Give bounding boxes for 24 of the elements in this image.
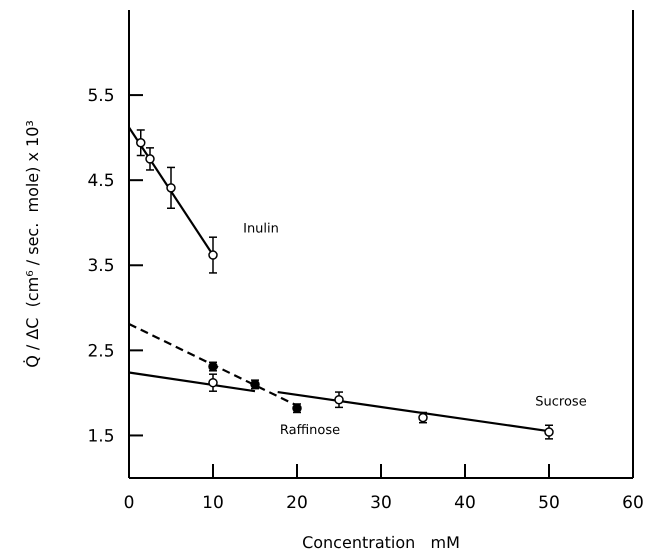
y-axis-title: Q̇ / ΔC (cm⁶ / sec. mole) x 10³: [23, 120, 42, 368]
point: [208, 378, 218, 388]
point: [334, 394, 344, 404]
point: [145, 154, 155, 164]
x-tick-label: 30: [370, 493, 392, 513]
point: [208, 250, 218, 260]
x-tick-label: 40: [454, 493, 476, 513]
point: [136, 138, 146, 148]
y-tick-label: 3.5: [87, 256, 115, 276]
x-tick-label: 60: [622, 493, 644, 513]
series-label: Sucrose: [535, 394, 587, 410]
x-tick-label: 10: [202, 493, 224, 513]
x-axis-title: Concentration mM: [302, 533, 460, 552]
x-tick-label: 20: [286, 493, 308, 513]
point: [166, 183, 176, 193]
text: Inulin: [243, 222, 279, 237]
series-label: Raffinose: [280, 422, 340, 438]
y-tick-label: 1.5: [87, 426, 115, 446]
x-tick-label: 50: [538, 493, 560, 513]
point: [544, 427, 554, 437]
y-tick-label: 4.5: [87, 171, 115, 192]
x-tick-label: 0: [124, 493, 134, 513]
y-tick-label: 2.5: [87, 341, 115, 362]
y-tick-label: 5.5: [87, 86, 115, 106]
